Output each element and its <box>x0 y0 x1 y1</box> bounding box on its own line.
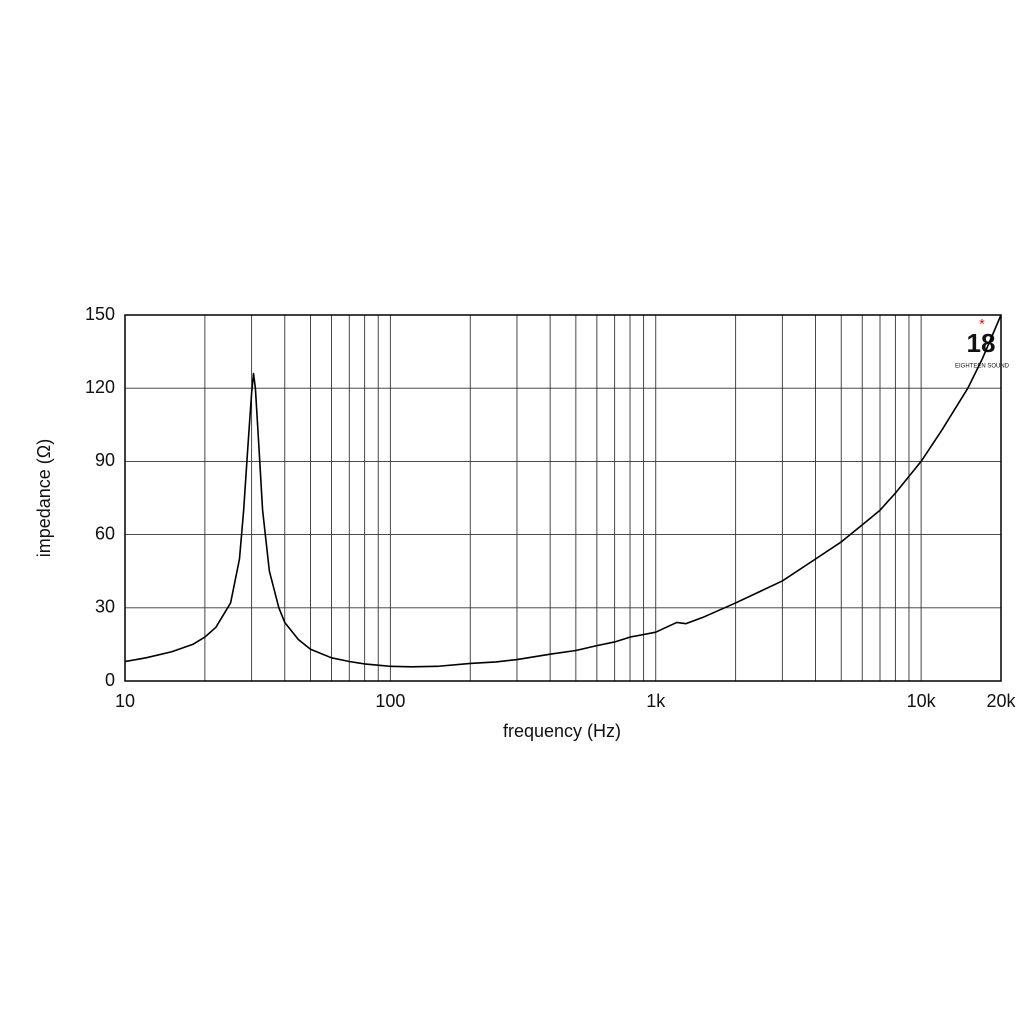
y-tick-label: 60 <box>95 523 115 543</box>
logo-text: EIGHTEEN SOUND <box>955 364 1010 370</box>
x-tick-label: 100 <box>375 691 405 711</box>
plot-frame <box>124 314 1002 682</box>
x-tick-label: 20k <box>986 691 1016 711</box>
impedance-line <box>124 314 1002 668</box>
x-tick-label: 1k <box>646 691 666 711</box>
y-tick-label: 120 <box>85 377 115 397</box>
y-axis-label: impedance (Ω) <box>34 439 54 558</box>
logo-star: * <box>979 316 985 332</box>
x-tick-label: 10 <box>115 691 135 711</box>
y-tick-label: 90 <box>95 450 115 470</box>
x-axis-label: frequency (Hz) <box>503 721 621 741</box>
y-tick-label: 0 <box>105 670 115 690</box>
logo: 18 <box>967 328 996 358</box>
y-tick-label: 30 <box>95 597 115 617</box>
x-tick-label: 10k <box>907 691 937 711</box>
y-tick-label: 150 <box>85 304 115 324</box>
